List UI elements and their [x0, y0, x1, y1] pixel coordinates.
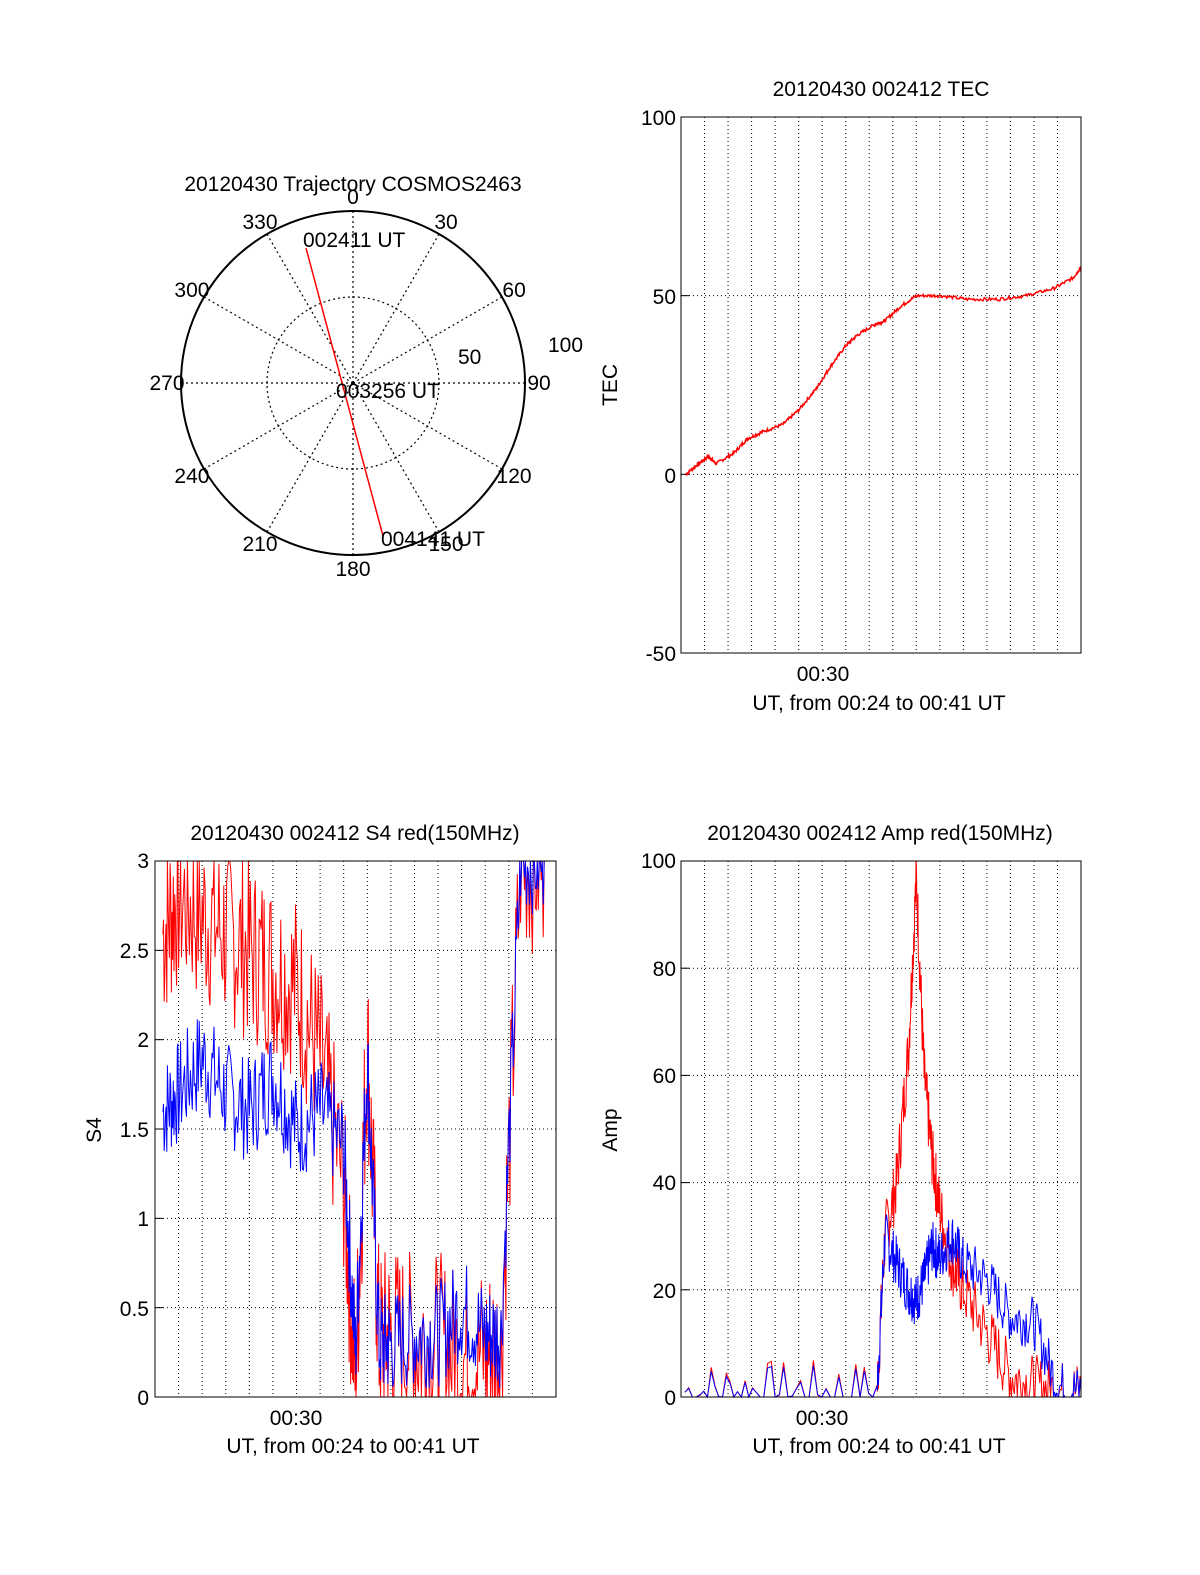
amp-ylabel: Amp: [599, 1108, 622, 1151]
tec-xtick: 00:30: [797, 663, 850, 686]
s4-ytick-0: 0: [137, 1387, 149, 1410]
s4-ylabel: S4: [83, 1117, 106, 1143]
tec-ytick-neg50: -50: [646, 643, 676, 666]
track-label-start: 002411 UT: [303, 229, 406, 252]
amp-ytick-0: 0: [664, 1387, 676, 1410]
amp-ytick-40: 40: [653, 1172, 676, 1195]
polar-spoke: [266, 233, 354, 384]
s4-panel: 20120430 002412 S4 red(150MHz) 0 0.5 1 1…: [83, 822, 557, 1458]
polar-spoke: [352, 382, 503, 470]
polar-spoke: [352, 233, 440, 384]
amp-title: 20120430 002412 Amp red(150MHz): [707, 822, 1053, 845]
polar-angle-label: 90: [527, 372, 550, 395]
track-label-mid: 003256 UT: [336, 380, 440, 403]
polar-angle-label: 0: [347, 186, 359, 209]
track-label-end: 004141 UT: [381, 528, 485, 551]
amp-xlabel: UT, from 00:24 to 00:41 UT: [752, 1435, 1005, 1458]
polar-spoke: [203, 382, 354, 470]
polar-angle-label: 120: [497, 465, 532, 488]
polar-title: 20120430 Trajectory COSMOS2463: [184, 173, 521, 196]
polar-angle-labels: 0 30 60 90 120 150 180 210 240 270 300 330: [149, 186, 550, 581]
polar-angle-label: 60: [502, 279, 525, 302]
polar-angle-label: 30: [434, 211, 457, 234]
s4-ytick-1: 1: [137, 1208, 149, 1231]
polar-panel: 20120430 Trajectory COSMOS2463 0 30 60 90 12…: [149, 173, 583, 581]
polar-angle-label: 150: [428, 533, 463, 556]
polar-spoke: [266, 382, 354, 533]
polar-angle-label: 240: [174, 465, 209, 488]
s4-ytick-1-5: 1.5: [120, 1119, 149, 1142]
polar-outer-circle: [180, 210, 526, 556]
s4-title: 20120430 002412 S4 red(150MHz): [190, 822, 519, 845]
amp-red-series-line: [684, 860, 1082, 1399]
amp-xtick: 00:30: [796, 1407, 849, 1430]
polar-spoke: [352, 382, 440, 533]
amp-ytick-100: 100: [641, 850, 676, 873]
s4-ytick-2: 2: [137, 1029, 149, 1052]
s4-blue-series-line: [162, 860, 545, 1389]
s4-xlabel: UT, from 00:24 to 00:41 UT: [226, 1435, 479, 1458]
s4-xtick: 00:30: [270, 1407, 323, 1430]
tec-ytick-100: 100: [641, 107, 676, 130]
tec-panel: 20120430 002412 TEC 100 50 0 -50 00:30 U…: [599, 78, 1082, 715]
amp-ytick-60: 60: [653, 1065, 676, 1088]
polar-angle-label: 270: [149, 372, 184, 395]
polar-radius-label-50: 50: [458, 346, 481, 369]
s4-ytick-3: 3: [137, 850, 149, 873]
amp-panel: 20120430 002412 Amp red(150MHz) 0 20 40 …: [599, 822, 1082, 1458]
tec-ytick-50: 50: [653, 286, 676, 309]
polar-angle-label: 300: [174, 279, 209, 302]
tec-series-line: [685, 265, 1082, 477]
polar-angle-label: 180: [335, 558, 370, 581]
polar-angle-label: 210: [242, 533, 277, 556]
polar-grid: [181, 211, 525, 555]
amp-plot-frame: [680, 860, 1082, 1398]
s4-plot-frame: [154, 860, 557, 1398]
polar-spoke: [203, 296, 354, 384]
polar-spoke: [352, 296, 503, 384]
amp-ytick-80: 80: [653, 958, 676, 981]
tec-grid: [681, 116, 1081, 654]
polar-angle-label: 330: [242, 211, 277, 234]
tec-ylabel: TEC: [599, 364, 622, 406]
s4-ytick-2-5: 2.5: [120, 940, 149, 963]
satellite-track: [305, 247, 384, 537]
s4-ytick-0-5: 0.5: [120, 1298, 149, 1321]
tec-xlabel: UT, from 00:24 to 00:41 UT: [752, 692, 1005, 715]
tec-plot-frame: [680, 116, 1082, 654]
tec-ytick-0: 0: [664, 465, 676, 488]
tec-title: 20120430 002412 TEC: [773, 78, 990, 101]
amp-blue-series-line: [684, 1214, 1082, 1399]
polar-radius-label-100: 100: [548, 334, 583, 357]
amp-ytick-20: 20: [653, 1280, 676, 1303]
